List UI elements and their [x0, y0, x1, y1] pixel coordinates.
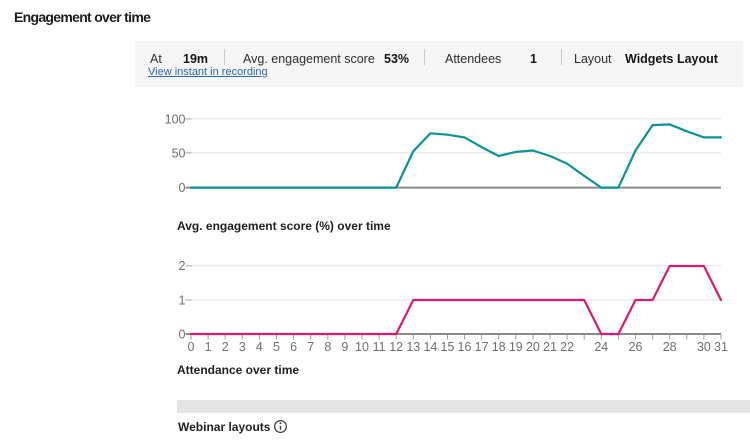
svg-text:6: 6 [290, 340, 297, 354]
svg-text:100: 100 [165, 113, 186, 127]
svg-text:28: 28 [663, 340, 677, 354]
svg-text:5: 5 [273, 340, 280, 354]
svg-text:1: 1 [179, 293, 186, 307]
svg-text:15: 15 [441, 340, 455, 354]
svg-text:22: 22 [560, 340, 574, 354]
svg-text:17: 17 [475, 340, 489, 354]
svg-text:10: 10 [355, 340, 369, 354]
svg-text:2: 2 [222, 340, 229, 354]
svg-text:16: 16 [458, 340, 472, 354]
svg-text:13: 13 [406, 340, 420, 354]
svg-text:0: 0 [179, 181, 186, 195]
svg-text:50: 50 [172, 147, 186, 161]
svg-text:20: 20 [526, 340, 540, 354]
svg-text:30: 30 [697, 340, 711, 354]
svg-text:31: 31 [714, 340, 728, 354]
svg-text:2: 2 [179, 259, 186, 273]
svg-text:1: 1 [205, 340, 212, 354]
svg-text:3: 3 [239, 340, 246, 354]
svg-text:14: 14 [423, 340, 437, 354]
svg-text:8: 8 [324, 340, 331, 354]
svg-text:7: 7 [307, 340, 314, 354]
svg-text:18: 18 [492, 340, 506, 354]
svg-text:4: 4 [256, 340, 263, 354]
svg-text:0: 0 [188, 340, 195, 354]
svg-text:24: 24 [594, 340, 608, 354]
svg-text:12: 12 [389, 340, 403, 354]
svg-text:26: 26 [629, 340, 643, 354]
svg-text:9: 9 [341, 340, 348, 354]
svg-text:0: 0 [179, 328, 186, 342]
svg-text:19: 19 [509, 340, 523, 354]
svg-text:11: 11 [373, 340, 386, 354]
svg-text:21: 21 [543, 340, 557, 354]
